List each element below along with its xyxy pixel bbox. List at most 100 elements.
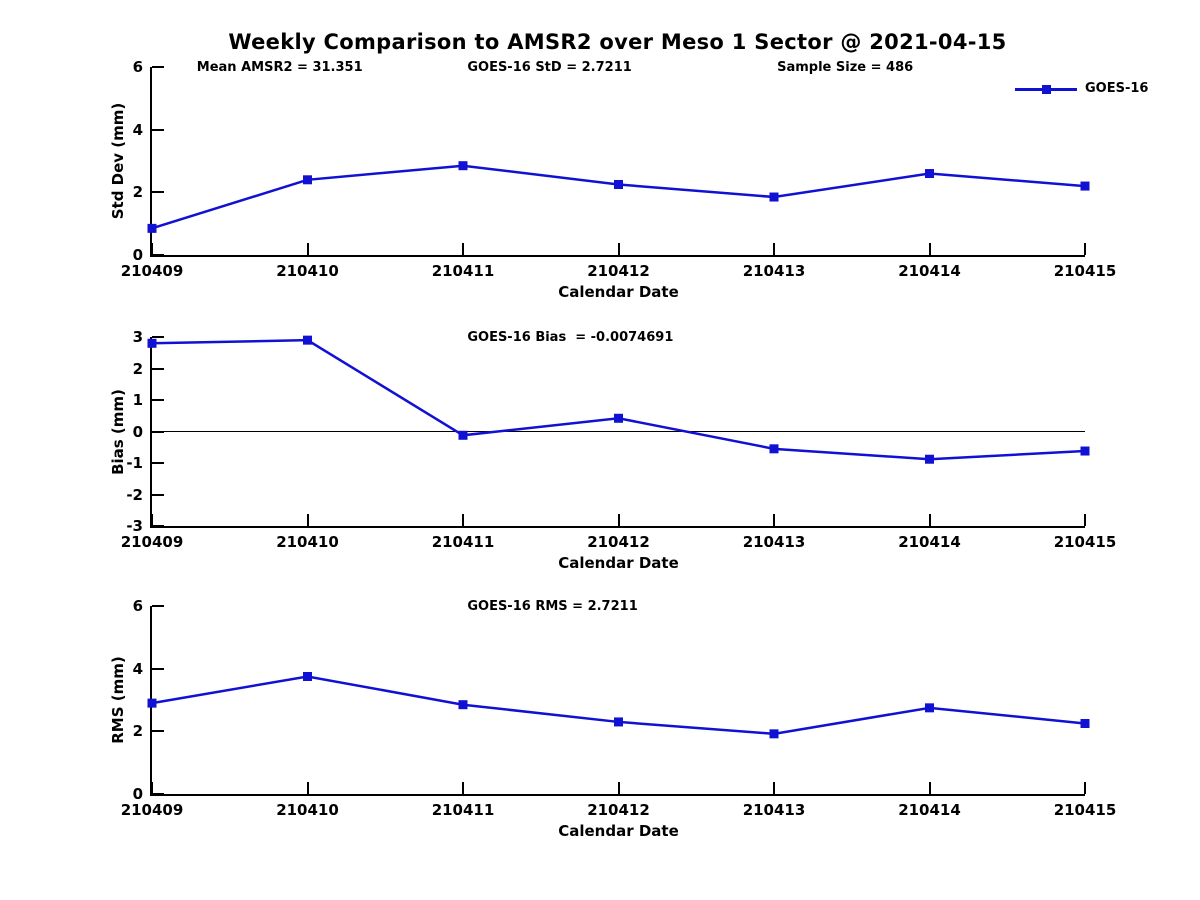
x-tick-label: 210412 — [587, 262, 650, 280]
y-tick — [152, 128, 164, 131]
y-tick — [152, 462, 164, 464]
annotation: Mean AMSR2 = 31.351 — [196, 60, 363, 75]
y-tick-label: 2 — [132, 722, 143, 741]
x-tick-label: 210411 — [431, 801, 495, 819]
legend: GOES-16 — [1015, 80, 1148, 98]
x-tick-label: 210409 — [120, 533, 184, 551]
x-tick-label: 210410 — [276, 801, 339, 819]
x-tick — [928, 514, 931, 526]
bias-plot-area: Bias (mm) Calendar Date -3 -2 -1 0 1 2 3 210409… — [109, 328, 1116, 572]
x-tick-label: 210415 — [1053, 262, 1117, 280]
x-tick — [773, 782, 775, 794]
x-tick — [306, 514, 309, 526]
y-tick-label: 6 — [132, 58, 143, 76]
y-axis-label: Bias (mm) — [109, 388, 127, 475]
rms-plot-area: RMS (mm) Calendar Date 0 2 4 6 210409 210410 2… — [109, 597, 1116, 840]
y-tick-label: 0 — [132, 246, 143, 264]
data-point-marker — [614, 180, 623, 189]
data-point-marker — [769, 444, 779, 454]
x-tick-label: 210409 — [120, 801, 184, 819]
data-point-marker — [1080, 719, 1090, 728]
data-point-marker — [925, 454, 934, 464]
x-tick-label: 210415 — [1053, 801, 1117, 819]
annotation: GOES-16 RMS = 2.7211 — [467, 599, 638, 614]
y-tick-label: 2 — [132, 359, 143, 378]
data-point-marker — [614, 413, 623, 423]
y-axis-label: Std Dev (mm) — [109, 102, 127, 220]
data-point-marker — [303, 175, 312, 185]
x-tick-label: 210413 — [742, 801, 806, 819]
std-dev-plot-area: Std Dev (mm) Calendar Date GOES-16 0 2 4 6 2… — [109, 58, 1148, 301]
y-tick — [152, 525, 164, 527]
data-point-marker — [1080, 181, 1090, 191]
zero-line — [152, 431, 1085, 432]
data-line — [151, 164, 1086, 230]
y-tick — [152, 399, 164, 401]
x-tick — [1084, 514, 1086, 526]
data-point-marker — [458, 430, 468, 440]
x-tick-label: 210414 — [898, 262, 961, 280]
y-tick-label: 6 — [132, 597, 143, 615]
data-point-marker — [147, 698, 157, 708]
x-axis-label: Calendar Date — [558, 554, 679, 572]
x-tick-label: 210414 — [898, 801, 961, 819]
y-tick — [152, 191, 164, 194]
data-point-marker — [614, 717, 623, 727]
data-point-marker — [925, 169, 934, 179]
y-tick-label: 3 — [132, 328, 143, 346]
y-tick-label: 0 — [132, 785, 143, 803]
data-point-marker — [925, 703, 934, 713]
x-tick-label: 210413 — [742, 533, 806, 551]
x-tick-label: 210411 — [431, 262, 495, 280]
x-tick — [462, 782, 464, 794]
data-point-marker — [769, 192, 779, 202]
x-tick-label: 210411 — [431, 533, 495, 551]
data-point-marker — [1080, 446, 1090, 456]
data-line-layer — [147, 672, 1090, 739]
x-tick — [617, 514, 620, 526]
data-point-marker — [458, 700, 468, 710]
x-tick — [617, 782, 620, 794]
figure-title: Weekly Comparison to AMSR2 over Meso 1 S… — [228, 30, 1007, 54]
annotation: GOES-16 StD = 2.7211 — [467, 60, 632, 75]
x-tick — [462, 243, 464, 255]
x-tick — [928, 782, 931, 794]
y-tick — [152, 254, 164, 256]
x-tick-label: 210409 — [120, 262, 184, 280]
x-tick — [1084, 243, 1086, 255]
y-tick-label: 2 — [132, 183, 143, 202]
data-point-marker — [769, 729, 779, 739]
y-tick-label: 0 — [132, 422, 143, 441]
x-tick — [928, 243, 931, 255]
y-tick — [152, 493, 164, 496]
data-line — [151, 338, 1086, 461]
data-point-marker — [303, 672, 312, 681]
y-tick — [152, 605, 164, 607]
x-tick-label: 210414 — [898, 533, 961, 551]
data-point-marker — [147, 338, 157, 348]
x-tick — [306, 243, 309, 255]
x-tick — [617, 243, 620, 255]
y-tick-label: -2 — [126, 485, 143, 504]
x-tick — [773, 243, 775, 255]
data-line-layer — [147, 335, 1090, 464]
x-tick-label: 210412 — [587, 533, 650, 551]
annotation: GOES-16 Bias = -0.0074691 — [467, 330, 674, 345]
x-tick — [151, 782, 153, 794]
x-axis-label: Calendar Date — [558, 822, 679, 840]
y-tick-label: 4 — [132, 120, 143, 139]
x-tick — [151, 514, 153, 526]
x-tick-label: 210413 — [742, 262, 806, 280]
y-tick — [152, 367, 164, 370]
data-line-layer — [147, 161, 1090, 233]
x-axis-label: Calendar Date — [558, 283, 679, 301]
x-tick-label: 210410 — [276, 262, 339, 280]
x-tick-label: 210410 — [276, 533, 339, 551]
y-tick-label: -1 — [126, 454, 143, 472]
y-tick — [152, 793, 164, 795]
x-tick-label: 210415 — [1053, 533, 1117, 551]
y-tick-label: 1 — [132, 391, 143, 409]
x-tick-label: 210412 — [587, 801, 650, 819]
data-point-marker — [147, 223, 157, 233]
